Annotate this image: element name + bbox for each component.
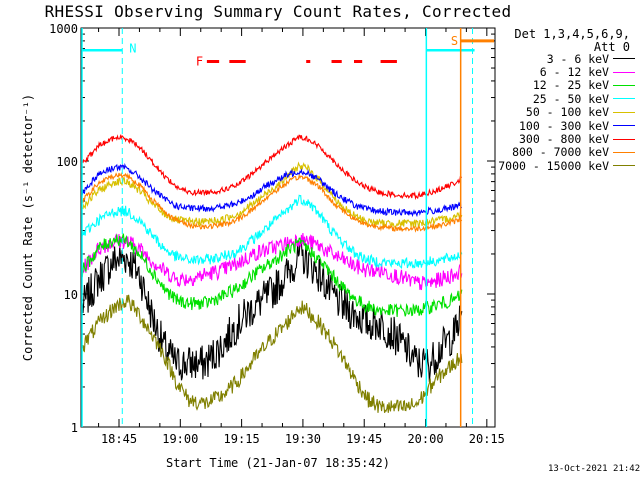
x-tick-label: 20:00 (407, 432, 443, 446)
legend-header-line-1: Det 1,3,4,5,6,9, (514, 27, 630, 41)
legend-swatch (613, 151, 635, 153)
series-line-0 (81, 240, 463, 383)
legend-label: 100 - 300 keV (518, 118, 609, 133)
legend-entry: 800 - 7000 keV (470, 145, 635, 160)
y-tick-label: 1 (71, 421, 78, 435)
legend-label: 6 - 12 keV (539, 65, 609, 80)
legend-entry: 100 - 300 keV (470, 118, 635, 133)
legend-label: 12 - 25 keV (532, 78, 609, 93)
chart-title: RHESSI Observing Summary Count Rates, Co… (44, 2, 512, 21)
legend-entry: 300 - 800 keV (470, 132, 635, 147)
x-tick-label: 19:30 (285, 432, 321, 446)
series-line-3 (81, 194, 463, 270)
legend-header-line-2: Att 0 (593, 40, 630, 54)
flare-flag-label: F (196, 54, 203, 68)
legend-entry: 7000 - 15000 keV (470, 158, 635, 173)
legend-swatch (613, 138, 635, 140)
legend-entry: 25 - 50 keV (470, 91, 635, 106)
series-line-6 (81, 133, 463, 201)
legend-entry: 12 - 25 keV (470, 78, 635, 93)
legend-swatch (613, 111, 635, 113)
plot-frame (80, 27, 496, 428)
legend-entry: 3 - 6 keV (470, 51, 635, 66)
y-tick-label: 1000 (49, 22, 78, 36)
legend-label: 3 - 6 keV (546, 51, 609, 66)
legend-label: 50 - 100 keV (525, 105, 609, 120)
x-tick-label: 19:45 (346, 432, 382, 446)
night-flag-label: N (129, 41, 136, 55)
series-line-8 (81, 294, 463, 413)
legend-swatch (613, 165, 635, 167)
legend-swatch (613, 84, 635, 86)
legend-label: 25 - 50 keV (532, 91, 609, 106)
x-axis-label: Start Time (21-Jan-07 18:35:42) (166, 456, 390, 470)
y-axis-label: Corrected Count Rate (s⁻¹ detector⁻¹) (21, 94, 35, 361)
legend-swatch (613, 98, 635, 100)
x-tick-label: 19:15 (224, 432, 260, 446)
legend-label: 300 - 800 keV (518, 132, 609, 147)
series-line-4 (82, 161, 463, 229)
legend-entry: 6 - 12 keV (470, 65, 635, 80)
legend-swatch (613, 125, 635, 127)
y-tick-label: 10 (64, 288, 78, 302)
legend-header: Det 1,3,4,5,6,9, Att 0 (500, 28, 630, 54)
legend-label: 800 - 7000 keV (512, 145, 609, 160)
legend-swatch (613, 71, 635, 73)
saa-flag-label: S (451, 34, 458, 48)
series-line-2 (81, 233, 463, 317)
series-line-7 (81, 172, 463, 233)
series-line-1 (81, 232, 463, 291)
x-tick-label: 18:45 (101, 432, 137, 446)
x-tick-label: 20:15 (469, 432, 505, 446)
legend-entry: 50 - 100 keV (470, 105, 635, 120)
generation-timestamp: 13-Oct-2021 21:42 (548, 464, 640, 474)
legend-label: 7000 - 15000 keV (498, 158, 609, 173)
legend-swatch (613, 58, 635, 60)
y-tick-label: 100 (56, 155, 78, 169)
legend: 3 - 6 keV 6 - 12 keV 12 - 25 keV 25 - 50 ke… (470, 52, 635, 173)
x-tick-label: 19:00 (162, 432, 198, 446)
series-line-5 (81, 162, 463, 218)
